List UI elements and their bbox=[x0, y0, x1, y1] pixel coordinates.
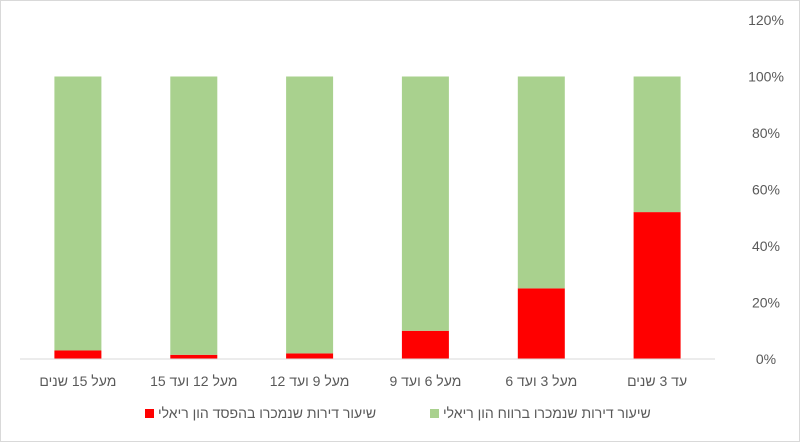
bar-segment-gain-2 bbox=[517, 76, 565, 289]
x-tick-label: מעל 12 ועד 15 bbox=[150, 373, 237, 389]
bar-segment-loss-6 bbox=[54, 350, 102, 359]
x-axis-ticks: עד 3 שנים מעל 3 ועד 6 מעל 6 ועד 9 מעל 9 ועד… bbox=[39, 373, 687, 389]
bar-segment-gain-1 bbox=[633, 76, 681, 213]
legend: שיעור דירות שנמכרו ברווח הון ריאלי שיעור … bbox=[145, 405, 651, 421]
bar-segment-loss-1 bbox=[633, 212, 681, 359]
bar-segment-loss-4 bbox=[286, 353, 334, 359]
y-tick-label: 100% bbox=[748, 69, 784, 85]
x-tick-label: מעל 15 שנים bbox=[39, 373, 116, 389]
y-tick-label: 40% bbox=[752, 238, 780, 254]
bar-segment-gain-5 bbox=[170, 76, 218, 355]
bar-segment-gain-3 bbox=[401, 76, 449, 331]
legend-label-loss: שיעור דירות שנמכרו בהפסד הון ריאלי bbox=[158, 405, 376, 421]
x-tick-label: מעל 9 ועד 12 bbox=[270, 373, 350, 389]
y-tick-label: 0% bbox=[756, 351, 776, 367]
x-tick-label: מעל 6 ועד 9 bbox=[389, 373, 461, 389]
bars-group bbox=[54, 76, 681, 360]
bar-segment-gain-4 bbox=[286, 76, 334, 354]
x-tick-label: מעל 3 ועד 6 bbox=[505, 373, 577, 389]
y-tick-label: 80% bbox=[752, 125, 780, 141]
bar-segment-loss-5 bbox=[170, 354, 218, 359]
bar-segment-gain-6 bbox=[54, 76, 102, 351]
legend-label-gain: שיעור דירות שנמכרו ברווח הון ריאלי bbox=[443, 405, 651, 421]
y-tick-label: 20% bbox=[752, 295, 780, 311]
y-axis-ticks: 0% 20% 40% 60% 80% 100% 120% bbox=[748, 12, 784, 367]
y-tick-label: 60% bbox=[752, 182, 780, 198]
bar-segment-loss-2 bbox=[517, 288, 565, 359]
legend-swatch-gain bbox=[430, 409, 439, 418]
x-tick-label: עד 3 שנים bbox=[627, 373, 687, 389]
y-tick-label: 120% bbox=[748, 12, 784, 28]
bar-segment-loss-3 bbox=[401, 330, 449, 360]
legend-swatch-loss bbox=[145, 409, 154, 418]
